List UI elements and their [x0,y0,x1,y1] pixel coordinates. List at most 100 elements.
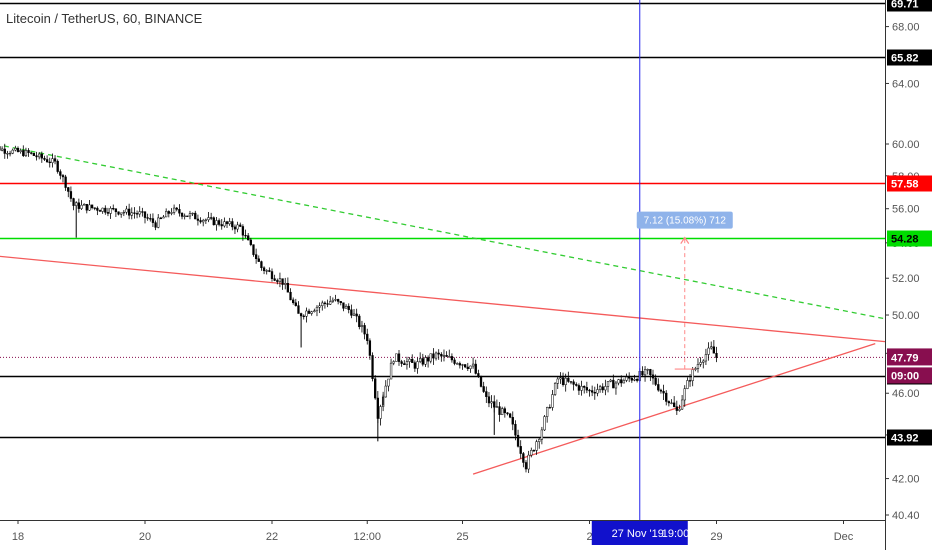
candle-body [209,217,213,219]
candle-body [90,204,94,209]
y-tick-label: 40.40 [892,510,920,522]
candle-body [413,362,417,369]
candle-body [88,204,91,211]
candle-body [43,157,46,160]
x-tick-label: Dec [834,531,854,543]
candle-body [371,355,374,379]
candle-body [175,207,178,210]
price-level-tag [887,0,932,12]
trendline-descending-dashed [0,144,886,320]
candle-body [508,413,512,418]
candle-body [583,385,586,388]
candle-body [691,369,694,381]
candle-body [710,346,713,349]
candle-body [432,353,435,359]
candle-body [53,158,57,162]
candle-body [556,378,559,384]
candle-body [678,408,681,411]
candle-body [350,309,353,316]
candle-body [548,407,551,409]
candle-body [149,218,152,220]
candle-body [151,218,155,223]
candle-body [24,150,28,156]
y-tick-label: 50.00 [892,310,920,322]
candle-body [130,212,133,216]
price-axis[interactable]: 40.4042.0044.0046.0048.0050.0052.0054.00… [885,0,932,550]
candle-body [6,153,9,155]
candle-body [106,212,110,214]
candle-body [268,270,271,272]
candle-body [51,158,54,163]
candle-body [561,377,565,385]
candle-body [501,408,504,415]
candle-body [628,376,631,379]
candle-body [683,388,686,401]
candle-body [453,359,456,364]
candle-body [551,394,554,408]
candle-body [72,198,75,206]
y-tick-label: 68.00 [892,22,920,34]
candle-body [241,226,245,236]
date-badge [591,521,688,545]
candle-body [519,446,522,454]
candle-body [622,380,626,384]
y-tick-label: 42.00 [892,474,920,486]
candle-body [688,380,692,382]
candle-body [19,150,22,152]
candle-body [289,291,292,301]
candle-body [363,325,366,335]
candle-body [498,406,501,415]
candle-body [702,360,705,363]
x-tick-label: 12:00 [353,531,381,543]
candle-body [220,224,223,227]
candle-body [596,389,599,394]
candle-body [405,361,409,366]
candle-body [575,384,578,386]
candle-body [667,401,671,404]
candle-body [302,315,305,317]
candle-body [143,211,147,218]
candle-body [479,375,483,387]
candle-body [572,381,575,385]
candle-body [225,221,229,225]
candle-body [530,450,533,456]
candle-body [167,211,170,214]
candle-body [133,212,136,214]
candle-body [577,385,581,391]
candle-body [606,381,610,387]
candle-body [135,213,139,215]
candle-body [199,220,202,223]
measure-arrow-icon [680,236,690,244]
candle-body [358,315,361,328]
candle-body [310,311,313,314]
candle-body [67,187,70,192]
candle-body [188,213,192,217]
candle-body [715,352,718,358]
candle-body [635,379,639,381]
candle-body [485,391,488,397]
price-axis-bg [885,0,932,550]
candle-body [440,353,443,357]
candle-body [297,305,300,314]
candle-body [265,270,268,272]
candle-body [159,217,163,219]
candle-body [344,305,348,309]
candle-body [429,353,432,362]
candle-body [186,215,189,217]
candle-body [456,363,459,365]
candle-body [395,353,398,362]
x-tick-label: 2 [586,531,592,543]
candle-body [178,209,181,214]
candle-body [101,207,104,212]
candle-body [336,299,340,302]
candle-body [331,299,335,302]
candle-body [157,217,160,228]
candle-body [609,379,612,382]
trendline-ascending-support [472,342,876,475]
candle-body [696,364,700,369]
candle-body [315,306,319,312]
horizontal-levels [0,2,885,439]
candle-body [593,392,596,394]
